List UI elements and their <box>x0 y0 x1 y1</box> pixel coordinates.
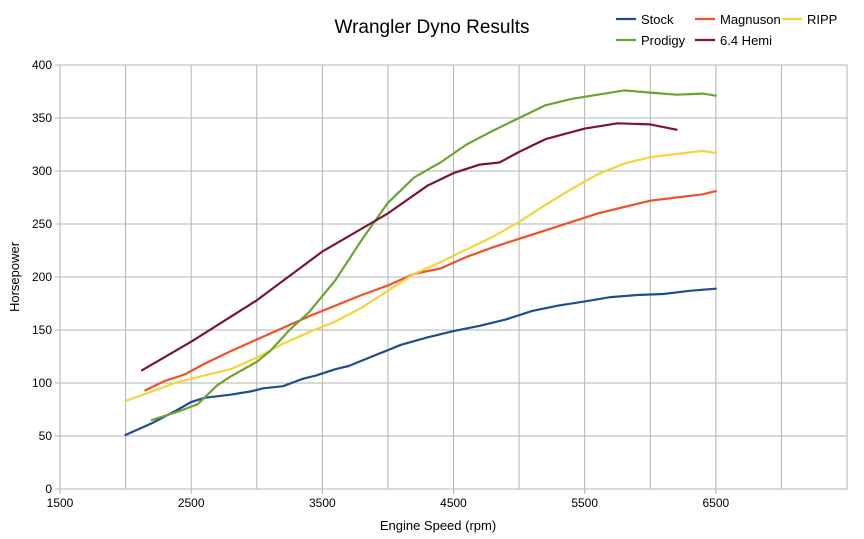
x-tick-label: 1500 <box>47 496 74 510</box>
y-axis-title: Horsepower <box>7 241 22 312</box>
y-tick-label: 300 <box>32 164 52 178</box>
x-tick-label: 4500 <box>440 496 467 510</box>
y-tick-label: 100 <box>32 376 52 390</box>
y-tick-label: 50 <box>39 429 53 443</box>
y-tick-label: 150 <box>32 323 52 337</box>
legend-label-ripp: RIPP <box>807 12 837 27</box>
series-line-prodigy <box>150 89 717 422</box>
series-line-magnuson <box>144 190 717 392</box>
x-tick-label: 6500 <box>702 496 729 510</box>
y-tick-label: 350 <box>32 111 52 125</box>
y-tick-label: 250 <box>32 217 52 231</box>
x-tick-labels: 1500 2500 3500 4500 5500 6500 <box>47 496 730 510</box>
x-axis-title: Engine Speed (rpm) <box>380 518 496 533</box>
legend-label-stock: Stock <box>641 12 674 27</box>
y-tick-label: 400 <box>32 58 52 72</box>
grid <box>55 64 848 494</box>
series-line-stock <box>124 287 717 436</box>
x-tick-label: 5500 <box>571 496 598 510</box>
series-line-ripp <box>124 149 717 403</box>
x-tick-label: 2500 <box>178 496 205 510</box>
x-tick-label: 3500 <box>309 496 336 510</box>
series-line-6-4-hemi <box>140 122 678 372</box>
y-tick-labels: 0 50 100 150 200 250 300 350 400 <box>32 58 52 496</box>
y-tick-label: 200 <box>32 270 52 284</box>
y-tick-label: 0 <box>45 482 52 496</box>
legend-label-prodigy: Prodigy <box>641 33 686 48</box>
chart-title: Wrangler Dyno Results <box>334 17 529 38</box>
legend: Stock Magnuson RIPP Prodigy 6.4 Hemi <box>616 12 837 48</box>
series-group <box>124 89 717 436</box>
legend-label-6-4-hemi: 6.4 Hemi <box>720 33 772 48</box>
legend-label-magnuson: Magnuson <box>720 12 781 27</box>
plot-border <box>59 64 848 490</box>
